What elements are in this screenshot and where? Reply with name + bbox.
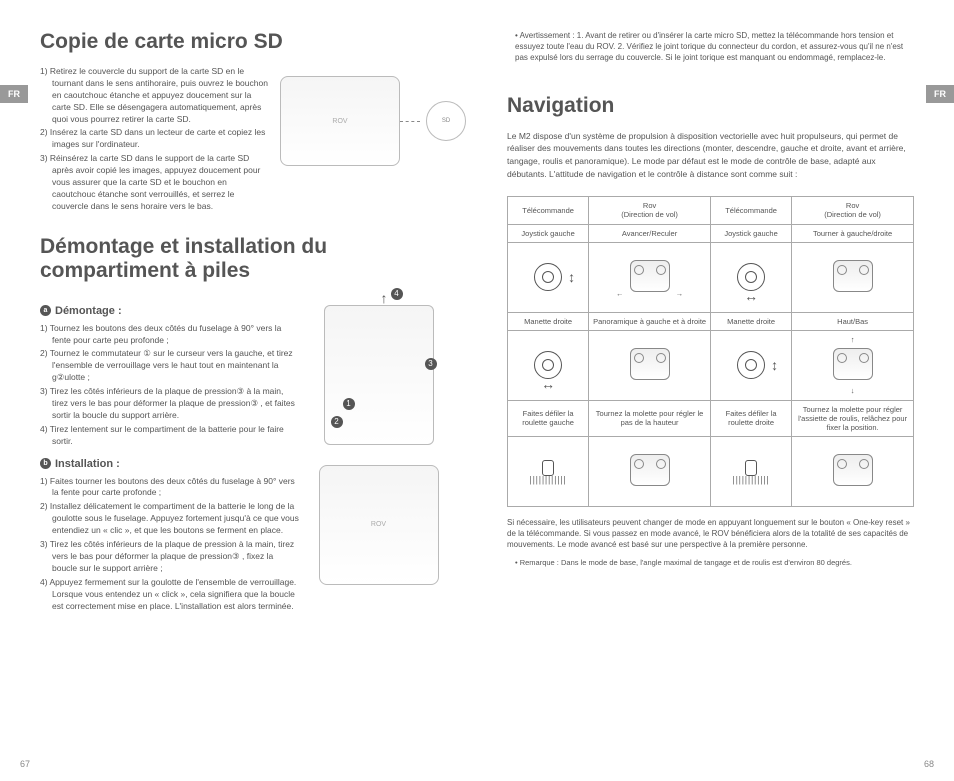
nav-footnote: Si nécessaire, les utilisateurs peuvent … <box>507 517 914 551</box>
dismount-label: aDémontage : <box>40 305 300 317</box>
sd-slot-icon: SD <box>426 101 466 141</box>
install-item: 3) Tirez les côtés inférieurs de la plaq… <box>40 539 300 575</box>
th-rov: Rov(Direction de vol) <box>792 196 914 224</box>
callout-3: 3 <box>425 358 437 370</box>
cell-label: Haut/Bas <box>792 312 914 330</box>
sd-text: 1) Retirez le couvercle du support de la… <box>40 66 270 215</box>
rov-icon <box>589 330 711 400</box>
badge-b: b <box>40 458 51 469</box>
sd-item: 3) Réinsérez la carte SD dans le support… <box>40 153 270 212</box>
dismount-item: 3) Tirez les côtés inférieurs de la plaq… <box>40 386 300 422</box>
battery-diagram-top: 4 ↑ 3 1 2 <box>324 305 434 445</box>
joystick-icon <box>710 242 791 312</box>
sd-item: 1) Retirez le couvercle du support de la… <box>40 66 270 125</box>
th-remote: Télécommande <box>710 196 791 224</box>
scroll-icon <box>710 436 791 506</box>
cell-label: Manette droite <box>710 312 791 330</box>
joystick-icon <box>508 330 589 400</box>
th-remote: Télécommande <box>508 196 589 224</box>
battery-text: aDémontage : 1) Tournez les boutons des … <box>40 295 300 615</box>
callout-4: 4 <box>391 288 403 300</box>
page-number-left: 67 <box>20 759 30 769</box>
rov-icon: ← → <box>589 242 711 312</box>
rov-icon <box>792 242 914 312</box>
sd-heading: Copie de carte micro SD <box>40 30 447 54</box>
nav-intro: Le M2 dispose d'un système de propulsion… <box>507 130 914 181</box>
cell-label: Manette droite <box>508 312 589 330</box>
lang-tab-left: FR <box>0 85 28 103</box>
page-left: FR Copie de carte micro SD 1) Retirez le… <box>0 0 477 781</box>
cell-label: Faites défiler la roulette droite <box>710 400 791 436</box>
badge-a: a <box>40 305 51 316</box>
sd-item: 2) Insérez la carte SD dans un lecteur d… <box>40 127 270 151</box>
th-rov: Rov(Direction de vol) <box>589 196 711 224</box>
rov-diagram: ROV <box>280 76 400 166</box>
battery-diagram-bottom: ROV <box>319 465 439 585</box>
page-number-right: 68 <box>924 759 934 769</box>
dismount-item: 1) Tournez les boutons des deux côtés du… <box>40 323 300 347</box>
dismount-item: 4) Tirez lentement sur le compartiment d… <box>40 424 300 448</box>
cell-label: Joystick gauche <box>508 224 589 242</box>
cell-label: Joystick gauche <box>710 224 791 242</box>
callout-1: 1 <box>343 398 355 410</box>
lang-tab-right: FR <box>926 85 954 103</box>
sd-section: 1) Retirez le couvercle du support de la… <box>40 66 447 215</box>
nav-remark: • Remarque : Dans le mode de base, l'ang… <box>507 558 914 569</box>
cell-label: Tournez la molette pour régler l'assiett… <box>792 400 914 436</box>
sd-image: ROV SD <box>280 66 466 215</box>
joystick-icon <box>710 330 791 400</box>
nav-table: Télécommande Rov(Direction de vol) Téléc… <box>507 196 914 507</box>
callout-2: 2 <box>331 416 343 428</box>
scroll-icon <box>508 436 589 506</box>
warning-text: • Avertissement : 1. Avant de retirer ou… <box>507 30 914 64</box>
cell-label: Faites défiler la roulette gauche <box>508 400 589 436</box>
page-right: FR • Avertissement : 1. Avant de retirer… <box>477 0 954 781</box>
cell-label: Avancer/Reculer <box>589 224 711 242</box>
install-item: 1) Faites tourner les boutons des deux c… <box>40 476 300 500</box>
rov-icon <box>589 436 711 506</box>
battery-images: 4 ↑ 3 1 2 ROV <box>310 295 447 615</box>
battery-heading: Démontage et installation du compartimen… <box>40 235 447 283</box>
nav-heading: Navigation <box>507 94 914 118</box>
rov-icon <box>792 436 914 506</box>
cell-label: Tourner à gauche/droite <box>792 224 914 242</box>
install-item: 4) Appuyez fermement sur la goulotte de … <box>40 577 300 613</box>
dismount-item: 2) Tournez le commutateur ① sur le curse… <box>40 348 300 384</box>
install-item: 2) Installez délicatement le compartimen… <box>40 501 300 537</box>
battery-section: aDémontage : 1) Tournez les boutons des … <box>40 295 447 615</box>
cell-label: Panoramique à gauche et à droite <box>589 312 711 330</box>
install-label: bInstallation : <box>40 458 300 470</box>
joystick-icon <box>508 242 589 312</box>
rov-icon: ↑↓ <box>792 330 914 400</box>
cell-label: Tournez la molette pour régler le pas de… <box>589 400 711 436</box>
